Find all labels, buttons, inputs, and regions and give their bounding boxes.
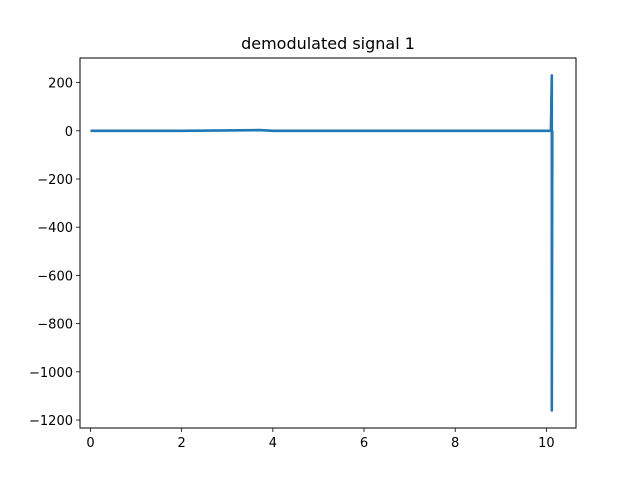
x-tick-label: 0 [86,436,94,451]
y-tick-label: −200 [37,173,73,188]
x-tick-label: 8 [451,436,459,451]
x-tick-label: 2 [178,436,186,451]
y-tick-label: −800 [37,318,73,333]
chart-title: demodulated signal 1 [241,34,415,53]
series-line-1 [90,74,554,412]
y-tick-label: −1000 [29,366,73,381]
plot-area [90,74,554,412]
x-tick-label: 6 [360,436,368,451]
x-tick-label: 10 [538,436,555,451]
y-tick-label: −600 [37,269,73,284]
x-axis: 0 2 4 6 8 10 [86,428,555,451]
y-axis: 200 0 −200 −400 −600 −800 −1000 −1200 [29,77,80,429]
y-tick-label: 200 [48,77,73,92]
axes-frame [79,57,577,429]
x-tick-label: 4 [269,436,277,451]
y-tick-label: −400 [37,221,73,236]
y-tick-label: 0 [65,125,73,140]
y-tick-label: −1200 [29,414,73,429]
